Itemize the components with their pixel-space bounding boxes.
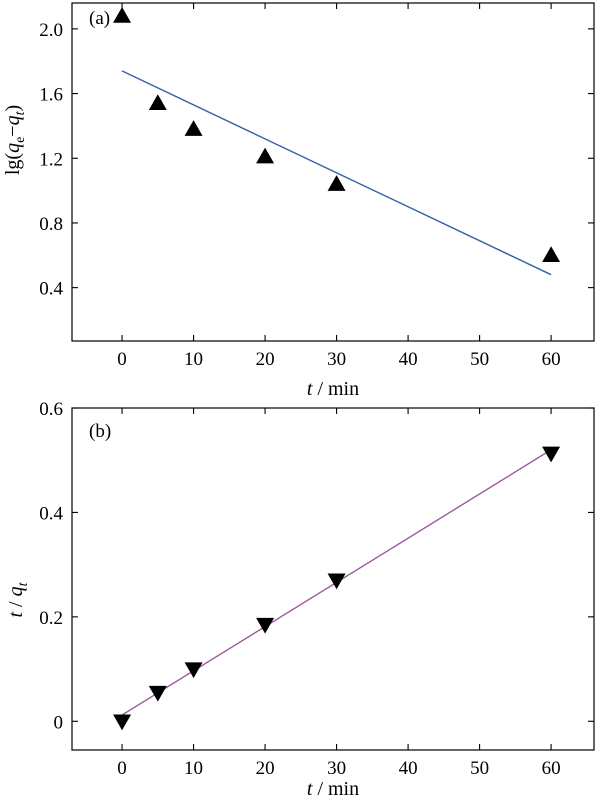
x-tick-label-b-6: 60 (542, 758, 561, 779)
data-point-a-3 (256, 147, 275, 164)
y-tick-label-a-0: 0.4 (39, 279, 63, 300)
marker-group-a (113, 6, 561, 263)
x-tick-label-a-0: 0 (117, 349, 127, 370)
x-tick-label-a-1: 10 (184, 349, 203, 370)
data-point-b-0 (113, 714, 132, 731)
tick-group-a: 0 10 20 30 40 50 60 0.4 0.8 1.2 1.6 2.0 (39, 3, 594, 370)
panel-label-a: (a) (89, 8, 110, 29)
data-point-b-5 (542, 446, 561, 463)
data-point-a-2 (184, 120, 203, 136)
x-tick-label-b-0: 0 (117, 758, 127, 779)
fit-line-a (121, 70, 552, 276)
x-tick-label-a-3: 30 (327, 349, 346, 370)
y-tick-label-b-2: 0.4 (39, 503, 63, 524)
x-tick-label-a-5: 50 (470, 349, 489, 370)
data-point-b-3 (256, 617, 275, 634)
x-tick-label-b-1: 10 (184, 758, 203, 779)
x-tick-label-b-3: 30 (327, 758, 346, 779)
y-axis-title-a: lg(qe−qt) (2, 105, 28, 175)
data-point-a-5 (542, 246, 561, 263)
data-point-b-1 (148, 685, 167, 702)
tick-group-b: 0 10 20 30 40 50 60 0 0.2 0.4 0.6 (39, 399, 594, 779)
x-tick-label-a-4: 40 (399, 349, 418, 370)
x-tick-label-b-4: 40 (399, 758, 418, 779)
plot-frame-b (71, 407, 595, 751)
data-point-a-4 (327, 175, 346, 191)
y-tick-label-b-1: 0.2 (39, 608, 63, 629)
x-axis-title-a: t / min (307, 378, 359, 400)
x-tick-label-a-6: 60 (542, 349, 561, 370)
data-point-a-0 (113, 6, 132, 23)
y-tick-label-b-0: 0 (54, 712, 64, 733)
x-axis-title-b: t / min (307, 778, 359, 800)
panel-label-b: (b) (89, 421, 111, 442)
plot-frame-a (71, 2, 595, 342)
y-tick-label-a-4: 2.0 (39, 20, 63, 41)
y-tick-label-a-3: 1.6 (39, 85, 63, 106)
data-point-a-1 (148, 94, 167, 111)
y-axis-title-b: t / qt (5, 581, 31, 617)
y-tick-label-a-2: 1.2 (39, 149, 63, 170)
fit-line-group-a (121, 70, 552, 276)
y-tick-label-b-3: 0.6 (39, 399, 63, 420)
x-tick-label-b-5: 50 (470, 758, 489, 779)
chart-panel-b: (b) 0 10 20 30 40 50 60 0 0.2 0.4 0.6 t / min t / … (5, 399, 595, 800)
data-point-b-4 (327, 573, 346, 590)
data-point-b-2 (184, 662, 203, 679)
chart-panel-a: (a) 0 10 20 30 40 50 60 0.4 0.8 1.2 1.6 2.0 t / min… (2, 2, 595, 400)
y-tick-label-a-1: 0.8 (39, 214, 63, 235)
marker-group-b (113, 446, 561, 731)
x-tick-label-b-2: 20 (256, 758, 275, 779)
x-tick-label-a-2: 20 (256, 349, 275, 370)
